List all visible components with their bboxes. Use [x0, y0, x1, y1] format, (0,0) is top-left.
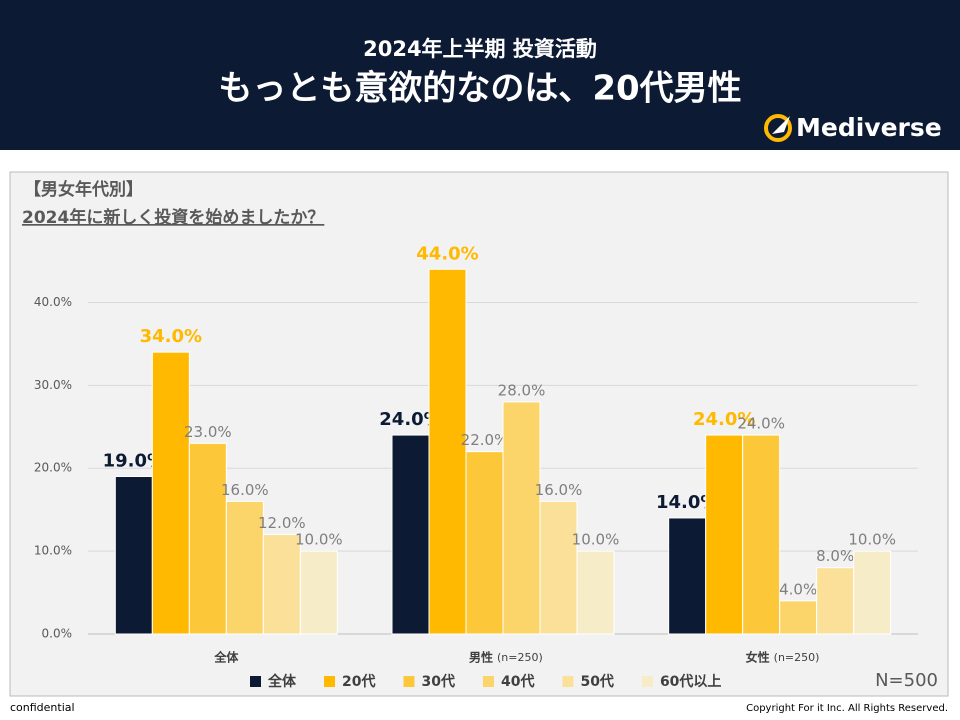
- logo-icon: [764, 114, 792, 142]
- bar: [188, 442, 227, 635]
- data-label: 10.0%: [848, 531, 896, 549]
- bar: [539, 500, 578, 635]
- data-label: 24.0%: [379, 409, 441, 430]
- bar: [114, 476, 153, 635]
- sample-size: N=500: [875, 670, 938, 691]
- data-label: 44.0%: [416, 243, 478, 264]
- footer-left: confidential: [10, 701, 75, 714]
- footer-right: Copyright For it Inc. All Rights Reserve…: [746, 703, 948, 714]
- logo-icon: [772, 116, 790, 134]
- data-label: 10.0%: [572, 531, 620, 549]
- data-label: 34.0%: [140, 326, 202, 347]
- bar: [668, 517, 707, 635]
- data-label: 16.0%: [535, 481, 583, 499]
- legend-swatch: [482, 676, 494, 687]
- x-tick-label: 全体: [213, 650, 239, 665]
- bar: [262, 534, 301, 635]
- legend-label: 40代: [501, 673, 534, 690]
- bar: [779, 600, 818, 635]
- data-label: 8.0%: [816, 547, 854, 565]
- legend-swatch: [641, 676, 653, 687]
- title: もっとも意欲的なのは、20代男性: [218, 69, 741, 109]
- bar: [428, 268, 467, 635]
- y-tick-label: 30.0%: [34, 378, 72, 392]
- bar: [576, 550, 615, 635]
- bar: [465, 451, 504, 635]
- legend-swatch: [250, 676, 261, 687]
- data-label: 24.0%: [737, 415, 785, 433]
- legend-label: 20代: [342, 673, 375, 690]
- panel-heading: 【男女年代別】: [24, 179, 143, 200]
- title: 2024年上半期 投資活動: [363, 37, 597, 61]
- x-tick-label: 女性: [746, 650, 770, 665]
- data-label: 14.0%: [656, 492, 718, 513]
- bar: [502, 401, 541, 635]
- legend-label: 50代: [580, 673, 613, 690]
- x-tick-note: (n=250): [774, 651, 820, 664]
- bar: [391, 434, 430, 635]
- legend-swatch: [562, 676, 574, 687]
- y-tick-label: 40.0%: [34, 295, 72, 309]
- data-label: 28.0%: [498, 381, 546, 399]
- bar: [853, 550, 892, 635]
- bar: [299, 550, 338, 635]
- data-label: 19.0%: [103, 451, 165, 472]
- bar: [151, 351, 190, 635]
- x-tick-label: 男性: [469, 650, 493, 665]
- data-label: 4.0%: [779, 580, 817, 598]
- bar: [816, 567, 855, 635]
- data-label: 10.0%: [295, 531, 343, 549]
- data-label: 16.0%: [221, 481, 269, 499]
- legend-swatch: [324, 676, 335, 687]
- y-tick-label: 20.0%: [34, 461, 72, 475]
- header-bar: [0, 0, 960, 150]
- logo: Mediverse: [796, 113, 942, 142]
- data-label: 23.0%: [184, 423, 232, 441]
- bar: [705, 434, 744, 635]
- y-tick-label: 0.0%: [42, 627, 73, 641]
- y-tick-label: 10.0%: [34, 544, 72, 558]
- data-label: 12.0%: [258, 514, 306, 532]
- data-label: 24.0%: [693, 409, 755, 430]
- legend-swatch: [403, 676, 415, 687]
- question: 2024年に新しく投資を始めましたか？: [22, 207, 324, 228]
- bar: [742, 434, 781, 635]
- legend-label: 全体: [267, 673, 297, 690]
- legend-label: 60代以上: [660, 673, 721, 690]
- legend-label: 30代: [421, 673, 454, 690]
- x-tick-note: (n=250): [497, 651, 543, 664]
- data-label: 22.0%: [461, 431, 509, 449]
